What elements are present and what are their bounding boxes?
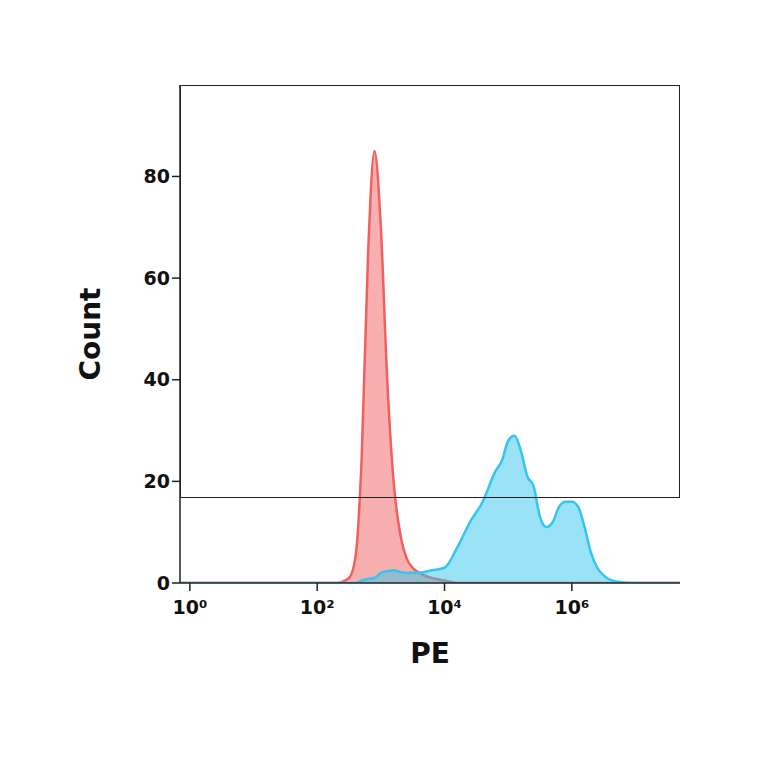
svg-text:PE: PE [410, 637, 450, 670]
svg-text:10²: 10² [300, 596, 335, 618]
svg-text:10⁰: 10⁰ [172, 596, 207, 618]
svg-text:Count: Count [74, 287, 107, 380]
svg-text:80: 80 [144, 165, 170, 187]
svg-text:20: 20 [144, 470, 170, 492]
svg-text:40: 40 [144, 368, 170, 390]
svg-text:0: 0 [157, 572, 170, 594]
svg-text:10⁶: 10⁶ [554, 596, 589, 618]
svg-text:10⁴: 10⁴ [427, 596, 462, 618]
svg-text:60: 60 [144, 267, 170, 289]
